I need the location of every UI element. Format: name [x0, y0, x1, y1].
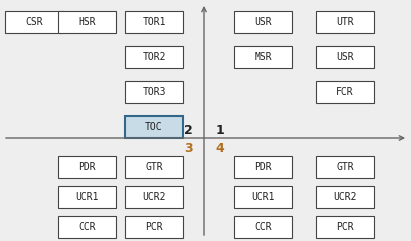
Text: UCR2: UCR2 — [142, 192, 166, 202]
Bar — [234, 156, 292, 178]
Bar — [125, 116, 183, 138]
Bar — [316, 216, 374, 238]
Text: FCR: FCR — [336, 87, 354, 97]
Bar — [316, 46, 374, 68]
Bar — [234, 186, 292, 208]
Text: TOR2: TOR2 — [142, 52, 166, 62]
Text: CCR: CCR — [254, 222, 272, 232]
Bar — [125, 186, 183, 208]
Bar — [234, 216, 292, 238]
Text: CSR: CSR — [25, 17, 43, 27]
Text: USR: USR — [254, 17, 272, 27]
Bar — [125, 216, 183, 238]
Text: 4: 4 — [216, 142, 224, 155]
Text: UCR2: UCR2 — [333, 192, 357, 202]
Text: 1: 1 — [216, 125, 224, 138]
Text: TOC: TOC — [145, 122, 163, 132]
Text: TOR3: TOR3 — [142, 87, 166, 97]
Bar — [316, 156, 374, 178]
Text: 3: 3 — [184, 142, 192, 155]
Bar — [316, 81, 374, 103]
Bar — [125, 11, 183, 33]
Bar — [58, 216, 116, 238]
Text: UTR: UTR — [336, 17, 354, 27]
Text: GTR: GTR — [145, 162, 163, 172]
Bar — [234, 46, 292, 68]
Text: GTR: GTR — [336, 162, 354, 172]
Text: USR: USR — [336, 52, 354, 62]
Bar — [58, 11, 116, 33]
Text: PCR: PCR — [145, 222, 163, 232]
Text: TOR1: TOR1 — [142, 17, 166, 27]
Text: UCR1: UCR1 — [75, 192, 99, 202]
Text: CCR: CCR — [78, 222, 96, 232]
Text: PCR: PCR — [336, 222, 354, 232]
Text: UCR1: UCR1 — [251, 192, 275, 202]
Text: HSR: HSR — [78, 17, 96, 27]
Text: PDR: PDR — [78, 162, 96, 172]
Bar — [125, 46, 183, 68]
Text: 2: 2 — [184, 125, 192, 138]
Bar — [125, 156, 183, 178]
Bar — [316, 11, 374, 33]
Bar — [234, 11, 292, 33]
Bar — [5, 11, 63, 33]
Text: PDR: PDR — [254, 162, 272, 172]
Bar — [58, 186, 116, 208]
Bar — [58, 156, 116, 178]
Bar — [125, 81, 183, 103]
Text: MSR: MSR — [254, 52, 272, 62]
Bar — [316, 186, 374, 208]
